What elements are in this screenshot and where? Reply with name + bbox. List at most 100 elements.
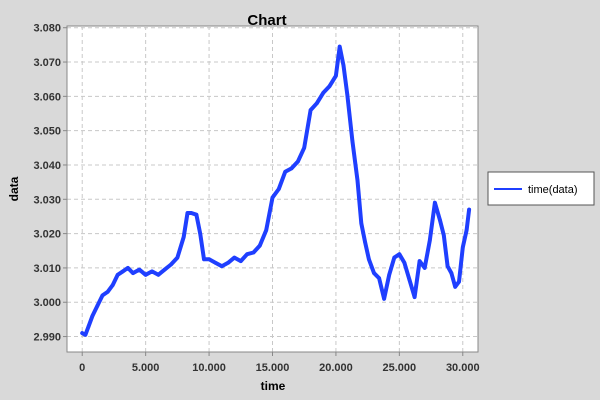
x-tick-label: 10.000 bbox=[192, 362, 226, 374]
x-axis-ticks: 0 5.000 10.000 15.000 20.000 25.000 30.000 bbox=[79, 352, 480, 374]
legend: time(data) bbox=[487, 171, 595, 206]
data-point bbox=[194, 212, 199, 217]
x-tick-label: 25.000 bbox=[383, 362, 417, 374]
data-point bbox=[143, 273, 148, 277]
x-tick-label: 5.000 bbox=[132, 362, 160, 374]
y-tick-label: 3.040 bbox=[33, 160, 61, 172]
data-point bbox=[264, 228, 269, 232]
data-point bbox=[438, 218, 442, 222]
chart-title: Chart bbox=[247, 12, 286, 29]
data-point bbox=[337, 44, 342, 49]
data-point bbox=[382, 297, 386, 301]
data-point bbox=[417, 259, 422, 263]
data-point bbox=[428, 238, 432, 243]
data-point bbox=[345, 92, 350, 97]
data-point bbox=[207, 257, 211, 262]
data-point bbox=[121, 269, 125, 274]
data-point bbox=[185, 211, 190, 215]
data-point bbox=[289, 166, 294, 171]
data-point bbox=[283, 170, 288, 174]
data-point bbox=[80, 331, 84, 335]
data-point bbox=[302, 146, 307, 150]
series-line bbox=[80, 44, 472, 337]
data-point bbox=[100, 293, 105, 298]
data-point bbox=[445, 264, 450, 269]
data-point bbox=[461, 245, 465, 250]
data-point bbox=[355, 178, 360, 183]
data-point bbox=[251, 250, 256, 255]
x-tick-label: 30.000 bbox=[446, 362, 480, 374]
data-point bbox=[213, 261, 218, 265]
data-point bbox=[95, 303, 100, 308]
data-point bbox=[407, 278, 412, 282]
data-point bbox=[181, 235, 186, 239]
y-tick-label: 3.050 bbox=[33, 126, 61, 138]
y-tick-label: 3.070 bbox=[33, 57, 61, 69]
data-point bbox=[232, 255, 237, 260]
x-axis-label: time bbox=[261, 379, 286, 393]
series-layer bbox=[80, 44, 472, 337]
data-point bbox=[137, 267, 142, 272]
legend-label: time(data) bbox=[528, 184, 578, 196]
data-point bbox=[126, 266, 130, 270]
data-point bbox=[464, 228, 469, 232]
data-point bbox=[433, 200, 437, 205]
data-point bbox=[387, 273, 392, 277]
data-point bbox=[220, 264, 224, 269]
data-point bbox=[372, 271, 376, 275]
data-point bbox=[392, 255, 397, 260]
y-axis-label: data bbox=[7, 176, 21, 201]
data-point bbox=[453, 285, 458, 289]
y-tick-label: 3.060 bbox=[33, 91, 61, 103]
data-point bbox=[449, 271, 454, 275]
data-point bbox=[239, 259, 243, 263]
y-axis-ticks: 2.990 3.000 3.010 3.020 3.030 3.040 3.050 3.060… bbox=[33, 23, 67, 344]
data-point bbox=[169, 262, 173, 267]
data-point bbox=[359, 221, 364, 226]
data-point bbox=[334, 74, 338, 78]
y-tick-label: 3.030 bbox=[33, 194, 61, 206]
data-point bbox=[327, 84, 332, 88]
data-point bbox=[467, 207, 471, 212]
data-point bbox=[422, 266, 427, 270]
data-point bbox=[131, 271, 135, 275]
x-tick-label: 15.000 bbox=[256, 362, 290, 374]
data-point bbox=[296, 159, 300, 164]
data-point bbox=[156, 273, 161, 277]
data-point bbox=[245, 252, 249, 256]
data-point bbox=[90, 314, 95, 318]
data-point bbox=[83, 333, 88, 337]
y-tick-label: 2.990 bbox=[33, 332, 61, 344]
data-point bbox=[150, 269, 154, 274]
data-point bbox=[86, 324, 91, 329]
x-tick-label: 0 bbox=[79, 362, 85, 374]
data-point bbox=[308, 108, 313, 112]
data-point bbox=[321, 91, 326, 95]
data-point bbox=[363, 240, 367, 244]
data-point bbox=[277, 187, 281, 191]
data-point bbox=[367, 257, 371, 262]
data-point bbox=[397, 252, 402, 256]
data-point bbox=[189, 211, 194, 215]
data-point bbox=[412, 295, 417, 299]
y-tick-label: 3.020 bbox=[33, 229, 61, 241]
data-point bbox=[377, 276, 381, 281]
data-point bbox=[341, 63, 346, 68]
data-point bbox=[226, 261, 230, 265]
data-point bbox=[175, 255, 180, 260]
y-tick-label: 3.000 bbox=[33, 297, 61, 309]
data-point bbox=[202, 257, 206, 262]
data-point bbox=[350, 139, 355, 143]
data-point bbox=[442, 233, 446, 238]
data-point bbox=[198, 231, 202, 236]
data-point bbox=[270, 195, 275, 200]
data-point bbox=[258, 243, 262, 248]
data-point bbox=[315, 101, 319, 105]
data-point bbox=[110, 283, 115, 287]
y-tick-label: 3.010 bbox=[33, 263, 61, 275]
data-point bbox=[402, 261, 407, 265]
x-tick-label: 20.000 bbox=[319, 362, 353, 374]
y-tick-label: 3.080 bbox=[33, 23, 61, 35]
